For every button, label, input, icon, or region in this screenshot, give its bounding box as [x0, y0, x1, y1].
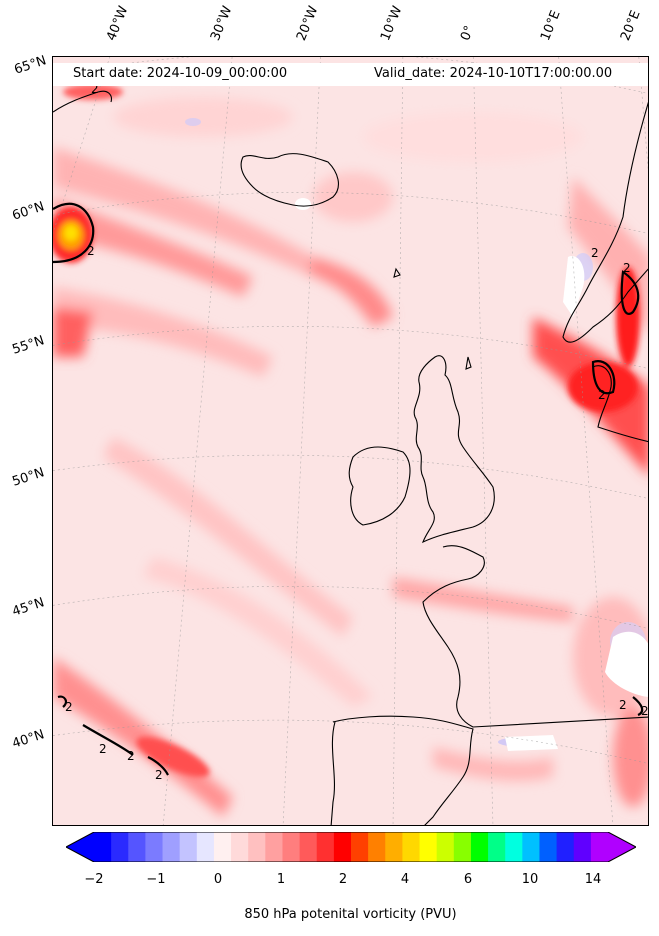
longitude-label: 0°	[458, 23, 478, 43]
colorbar-segment	[213, 832, 232, 862]
contour-label: 2	[591, 246, 599, 260]
colorbar-segment	[453, 832, 472, 862]
colorbar-segment	[556, 832, 575, 862]
colorbar-tick-label: −2	[84, 872, 104, 887]
longitude-label: 10°W	[378, 4, 406, 43]
colorbar-segment	[419, 832, 438, 862]
latitude-label: 40°N	[10, 727, 47, 752]
colorbar-segment	[231, 832, 249, 862]
colorbar-tick-label: 4	[400, 872, 410, 887]
latitude-label: 50°N	[10, 465, 47, 490]
colorbar-segment	[573, 832, 592, 862]
colorbar-segment	[94, 832, 112, 862]
colorbar-segment	[196, 832, 215, 862]
contour-label: 2	[623, 261, 631, 275]
latitude-label: 65°N	[12, 53, 49, 78]
longitude-label: 20°W	[294, 4, 322, 43]
colorbar-segment	[522, 832, 540, 862]
terrain-mask	[295, 198, 648, 751]
longitude-label: 40°W	[104, 4, 132, 43]
latitude-label: 45°N	[10, 595, 47, 620]
colorbar-segment	[145, 832, 164, 862]
colorbar	[66, 832, 636, 862]
pv-2-contours	[53, 202, 644, 776]
colorbar-segment	[265, 832, 283, 862]
colorbar-segment	[299, 832, 318, 862]
contour-label: 2	[87, 244, 95, 258]
pv-strong-features	[53, 84, 640, 778]
contour-label: 2	[641, 704, 649, 718]
colorbar-segment	[385, 832, 403, 862]
colorbar-extend-high	[608, 832, 636, 862]
contour-label: 2	[127, 749, 135, 763]
colorbar-segment	[333, 832, 352, 862]
colorbar-segment	[111, 832, 129, 862]
colorbar-segment	[128, 832, 146, 862]
contour-labels: 2 2 2 2 2 2 2 2 2 2 2	[65, 82, 649, 782]
start-date-label: Start date: 2024-10-09_00:00:00	[73, 66, 288, 81]
coastlines	[53, 90, 648, 825]
contour-label: 2	[155, 768, 163, 782]
colorbar-segment	[368, 832, 386, 862]
longitude-label: 10°E	[538, 8, 564, 43]
colorbar-segment	[248, 832, 266, 862]
iberia-coast	[330, 715, 474, 825]
potential-vorticity-map: 2 2 2 2 2 2 2 2 2 2 2	[53, 57, 649, 825]
ireland-coast	[348, 446, 411, 526]
iceland-coast	[240, 153, 339, 207]
colorbar-tick-label: 0	[213, 872, 223, 887]
colorbar-tick-label: 1	[276, 872, 286, 887]
colorbar-segment	[590, 832, 609, 862]
colorbar-label: 850 hPa potenital vorticity (PVU)	[244, 907, 457, 922]
contour-label: 2	[91, 82, 99, 96]
scandinavia-coast	[562, 101, 648, 343]
contour-label: 2	[598, 388, 606, 402]
colorbar-extend-low	[66, 832, 94, 862]
date-header-bar	[53, 63, 648, 86]
colorbar-segment	[351, 832, 369, 862]
latitude-label: 60°N	[10, 199, 47, 224]
longitude-label: 20°E	[618, 8, 644, 43]
colorbar-segment	[488, 832, 506, 862]
colorbar-tick-label: 14	[584, 872, 602, 887]
colorbar-tick-label: −1	[146, 872, 166, 887]
valid-date-label: Valid_date: 2024-10-10T17:00:00.00	[374, 66, 613, 81]
colorbar-segment	[436, 832, 455, 862]
colorbar-tick-label: 10	[521, 872, 539, 887]
map-panel: 2 2 2 2 2 2 2 2 2 2 2	[52, 56, 649, 826]
colorbar-segment	[179, 832, 198, 862]
colorbar-tick-label: 6	[463, 872, 473, 887]
continental-europe-coast	[422, 545, 648, 728]
latitude-label: 55°N	[10, 333, 47, 358]
colorbar-segment	[505, 832, 523, 862]
colorbar-tick-label: 2	[338, 872, 348, 887]
colorbar-segment	[282, 832, 301, 862]
contour-label: 2	[99, 742, 107, 756]
contour-label: 2	[65, 700, 73, 714]
longitude-label: 30°W	[208, 4, 236, 43]
denmark-coast	[592, 365, 648, 443]
great-britain-coast	[413, 355, 495, 544]
greenland-coast	[53, 90, 112, 113]
colorbar-segment	[402, 832, 421, 862]
colorbar-segment	[162, 832, 181, 862]
colorbar-segment	[470, 832, 489, 862]
contour-label: 2	[619, 698, 627, 712]
colorbar-segment	[316, 832, 335, 862]
colorbar-segment	[539, 832, 558, 862]
